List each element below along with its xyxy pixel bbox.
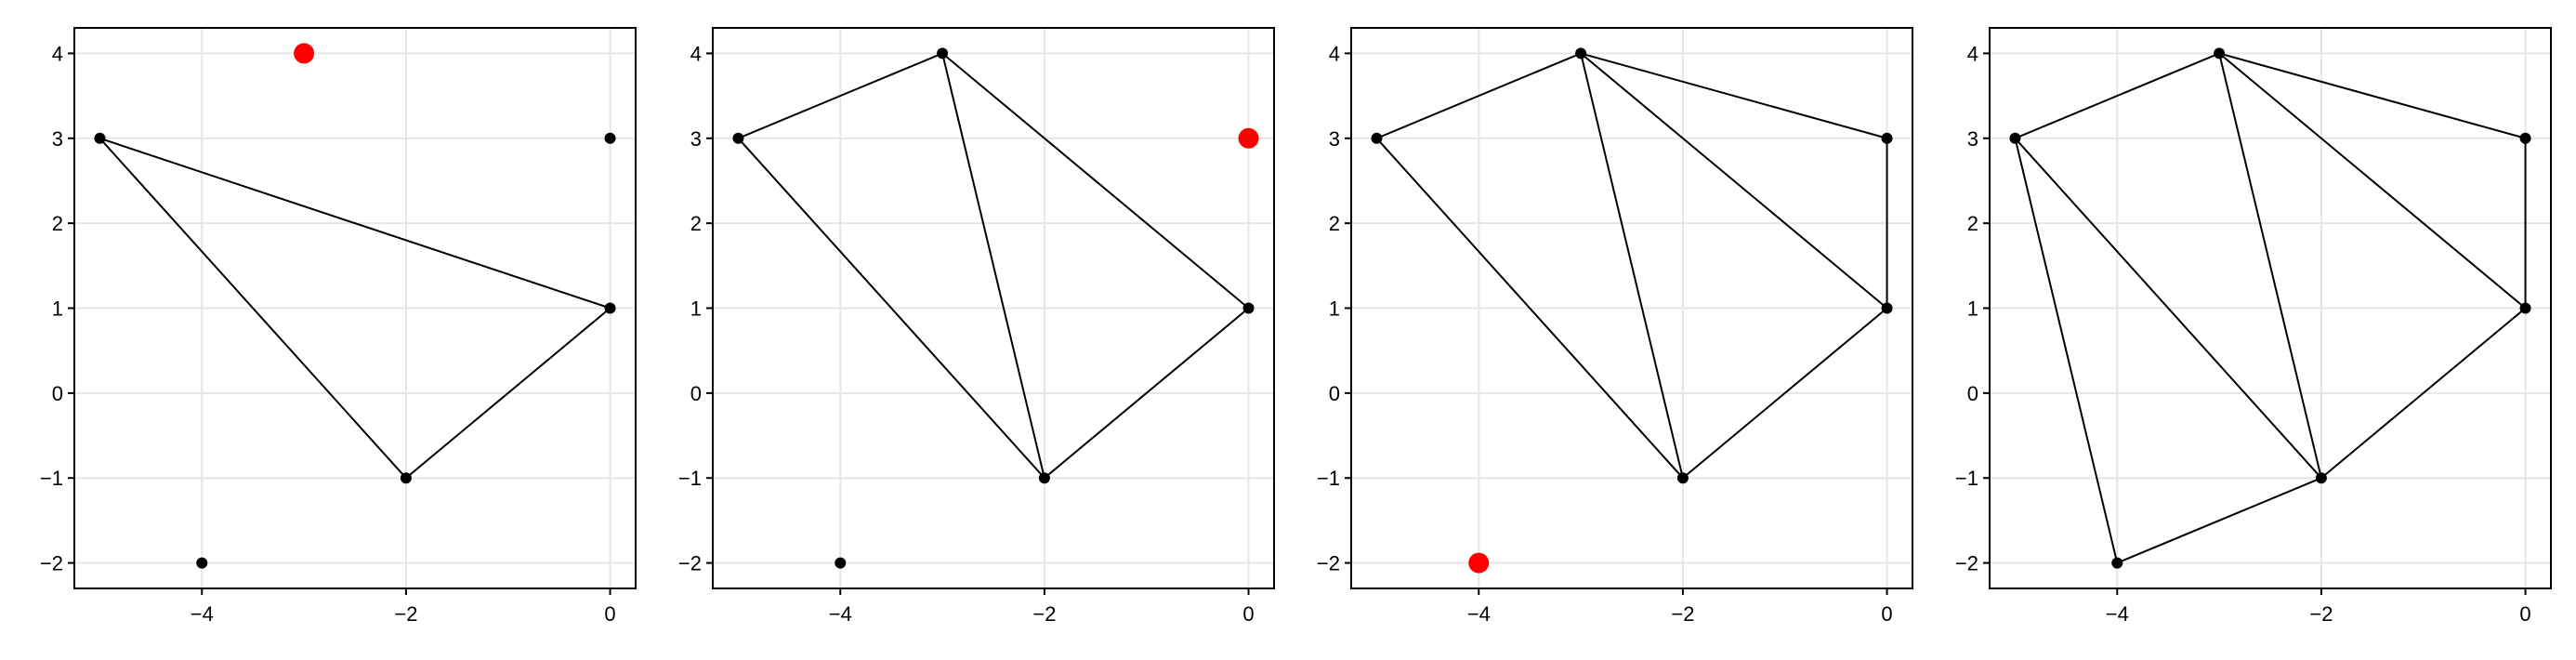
y-tick-label: −2 [1955,552,1978,575]
triangle-edge [404,307,611,480]
y-tick-label: 2 [52,212,63,235]
y-tick-label: 0 [690,382,702,405]
y-tick-label: 3 [52,127,63,151]
y-tick-label: 3 [1967,127,1978,151]
triangle-edge [2320,307,2527,480]
data-point [2214,47,2226,59]
x-tick-label: −4 [829,602,852,626]
triangle-edge [1375,137,1684,480]
triangle-edge [1375,52,1583,139]
data-point [400,472,412,484]
x-tick-label: 0 [604,602,615,626]
triangle-edge [2014,137,2322,480]
highlighted-point [1468,552,1490,574]
triangle-edge [737,52,944,139]
y-tick-label: 1 [1329,297,1340,321]
data-point [1242,302,1255,314]
x-tick-label: 0 [2519,602,2530,626]
data-point [937,47,949,59]
data-point [835,557,847,569]
x-tick-label: −2 [394,602,417,626]
data-point [1371,132,1383,144]
x-tick-label: −4 [1467,602,1491,626]
highlighted-point [1238,127,1259,149]
data-point [94,132,106,144]
y-tick-label: 1 [690,297,702,321]
data-point [2519,302,2531,314]
triangle-edge [1580,52,1888,139]
x-tick-label: 0 [1242,602,1254,626]
triangle-edge [1580,52,1888,310]
panel-4: −4 −2 0 −2 −1 0 1 2 3 4 [1955,27,2552,626]
panel-2: −4 −2 0 −2 −1 0 1 2 3 4 [678,27,1275,626]
y-tick-label: 4 [690,42,702,65]
triangle-edge [99,137,611,310]
data-point [732,132,744,144]
y-tick-label: −1 [1955,467,1978,490]
triangle-edge [1580,52,1684,480]
y-tick-label: 4 [1967,42,1978,65]
triangle-edge [737,137,1045,480]
y-tick-label: −2 [40,552,63,575]
triangle-edge [2014,52,2221,139]
triangle-edge [941,52,1250,310]
y-tick-label: 0 [52,382,63,405]
data-point [2009,132,2021,144]
y-tick-label: −2 [1317,552,1340,575]
x-tick-label: −4 [191,602,214,626]
data-point [196,557,208,569]
data-point [1676,472,1689,484]
triangle-edge [941,52,1045,480]
y-tick-label: 2 [1329,212,1340,235]
triangle-edge [1043,307,1250,480]
y-tick-label: −1 [678,467,702,490]
triangle-edge [2218,52,2322,480]
data-point [604,302,616,314]
x-tick-label: 0 [1881,602,1892,626]
y-tick-label: −2 [678,552,702,575]
y-tick-label: 2 [1967,212,1978,235]
data-point [1881,302,1893,314]
data-point [2519,132,2531,144]
y-tick-label: 3 [690,127,702,151]
panel-1: −4 −2 0 −2 −1 0 1 2 3 4 [40,27,637,626]
y-tick-label: 0 [1329,382,1340,405]
x-tick-label: −2 [1032,602,1056,626]
triangle-edge [2218,52,2527,310]
triangle-edge [1681,307,1888,480]
x-tick-label: −4 [2106,602,2129,626]
y-tick-label: 4 [52,42,63,65]
y-tick-label: 3 [1329,127,1340,151]
highlighted-point [294,43,315,64]
y-tick-label: 1 [1967,297,1978,321]
y-tick-label: 4 [1329,42,1340,65]
data-point [2111,557,2123,569]
triangle-edge [99,137,407,480]
triangle-edge [2116,477,2322,564]
data-point [1038,472,1050,484]
triangle-edge [2014,137,2119,564]
triangle-edge [2218,52,2527,139]
data-point [2315,472,2327,484]
y-tick-label: 0 [1967,382,1978,405]
y-tick-label: 2 [690,212,702,235]
x-tick-label: −2 [1671,602,1694,626]
y-tick-label: −1 [40,467,63,490]
data-point [1575,47,1587,59]
panel-3: −4 −2 0 −2 −1 0 1 2 3 4 [1317,27,1913,626]
y-tick-label: −1 [1317,467,1340,490]
data-point [1881,132,1893,144]
x-tick-label: −2 [2309,602,2333,626]
y-tick-label: 1 [52,297,63,321]
data-point [604,132,616,144]
